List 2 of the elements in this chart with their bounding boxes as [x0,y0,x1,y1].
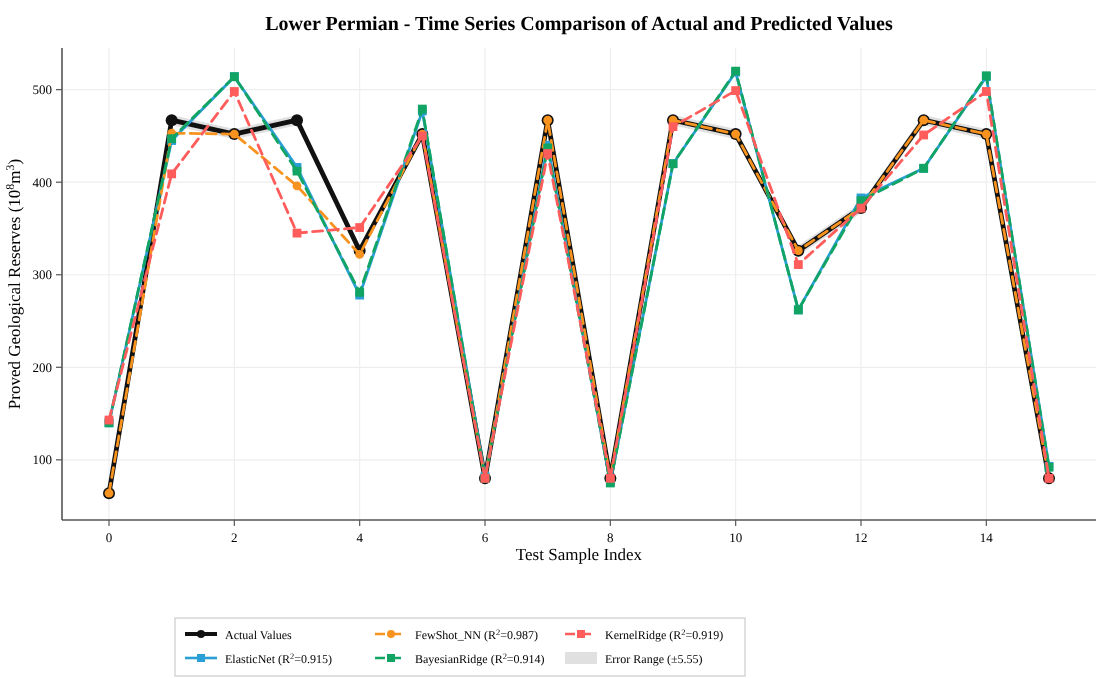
chart-title: Lower Permian - Time Series Comparison of Actual and Predicted Values [265,14,893,36]
x-axis-title: Test Sample Index [515,544,644,564]
